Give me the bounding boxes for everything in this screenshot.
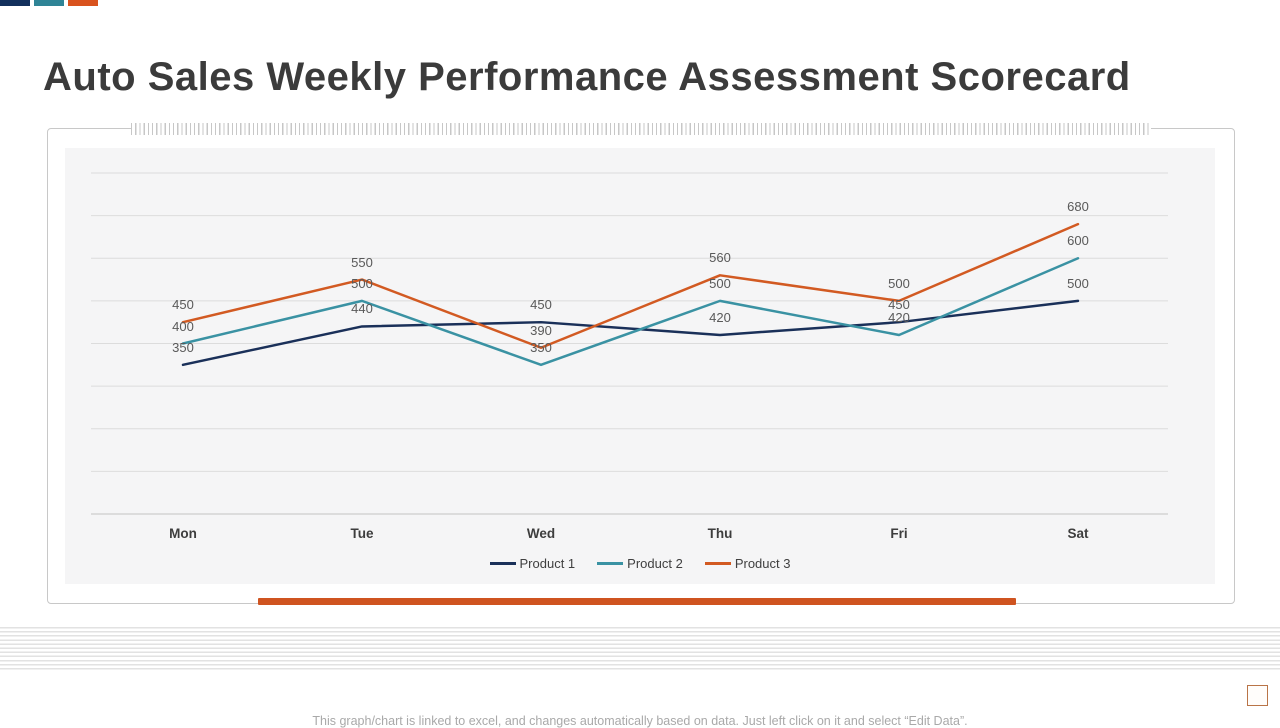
data-label: 500 bbox=[888, 275, 910, 291]
series-line-product-2 bbox=[181, 257, 1080, 367]
data-label: 450 bbox=[530, 297, 552, 313]
line-chart-svg bbox=[91, 172, 1168, 515]
legend-label: Product 3 bbox=[734, 556, 791, 571]
series-line-product-3 bbox=[181, 222, 1080, 350]
x-axis-label-fri: Fri bbox=[890, 526, 908, 541]
data-label: 450 bbox=[888, 297, 910, 313]
plot-area: Product 1 Product 2 Product 3 350 440 450 420… bbox=[65, 148, 1215, 584]
data-label: 500 bbox=[351, 275, 373, 291]
x-axis-label-wed: Wed bbox=[526, 526, 556, 541]
data-label: 500 bbox=[1067, 275, 1089, 291]
chart-card[interactable]: Product 1 Product 2 Product 3 350 440 450 420… bbox=[47, 123, 1235, 604]
data-label: 550 bbox=[351, 254, 373, 270]
legend-label: Product 1 bbox=[519, 556, 576, 571]
data-label: 560 bbox=[709, 250, 731, 266]
legend-item-product-1: Product 1 bbox=[489, 556, 576, 571]
page-title: Auto Sales Weekly Performance Assessment… bbox=[43, 54, 1131, 99]
data-label: 420 bbox=[888, 309, 910, 325]
data-label: 680 bbox=[1067, 199, 1089, 215]
footer-note: This graph/chart is linked to excel, and… bbox=[312, 713, 968, 728]
legend-swatch bbox=[489, 562, 516, 565]
data-label: 350 bbox=[530, 339, 552, 355]
legend-swatch bbox=[704, 562, 731, 565]
hatch-border-decoration bbox=[131, 123, 1151, 135]
x-axis-label-sat: Sat bbox=[1067, 526, 1089, 541]
data-label: 400 bbox=[172, 318, 194, 334]
series-line-product-1 bbox=[181, 299, 1080, 367]
data-label: 450 bbox=[172, 297, 194, 313]
legend-item-product-3: Product 3 bbox=[704, 556, 791, 571]
legend-item-product-2: Product 2 bbox=[597, 556, 683, 571]
brand-color-bars bbox=[0, 0, 98, 6]
brand-bar-navy bbox=[0, 0, 30, 6]
legend-swatch bbox=[597, 562, 624, 565]
brand-bar-teal bbox=[34, 0, 64, 6]
bottom-stripes-decoration bbox=[0, 627, 1280, 670]
legend-label: Product 2 bbox=[627, 556, 683, 571]
data-label: 600 bbox=[1067, 233, 1089, 249]
brand-bar-orange bbox=[68, 0, 98, 6]
data-label: 390 bbox=[530, 322, 552, 338]
x-axis-label-mon: Mon bbox=[169, 526, 197, 541]
data-label: 440 bbox=[351, 301, 373, 317]
x-axis-label-thu: Thu bbox=[707, 526, 733, 541]
data-label: 500 bbox=[709, 275, 731, 291]
chart-legend: Product 1 Product 2 Product 3 bbox=[65, 556, 1215, 571]
corner-square-decoration bbox=[1247, 685, 1268, 706]
data-label: 420 bbox=[709, 309, 731, 325]
x-axis-label-tue: Tue bbox=[350, 526, 374, 541]
data-label: 350 bbox=[172, 339, 194, 355]
accent-underline-bar bbox=[258, 598, 1016, 605]
